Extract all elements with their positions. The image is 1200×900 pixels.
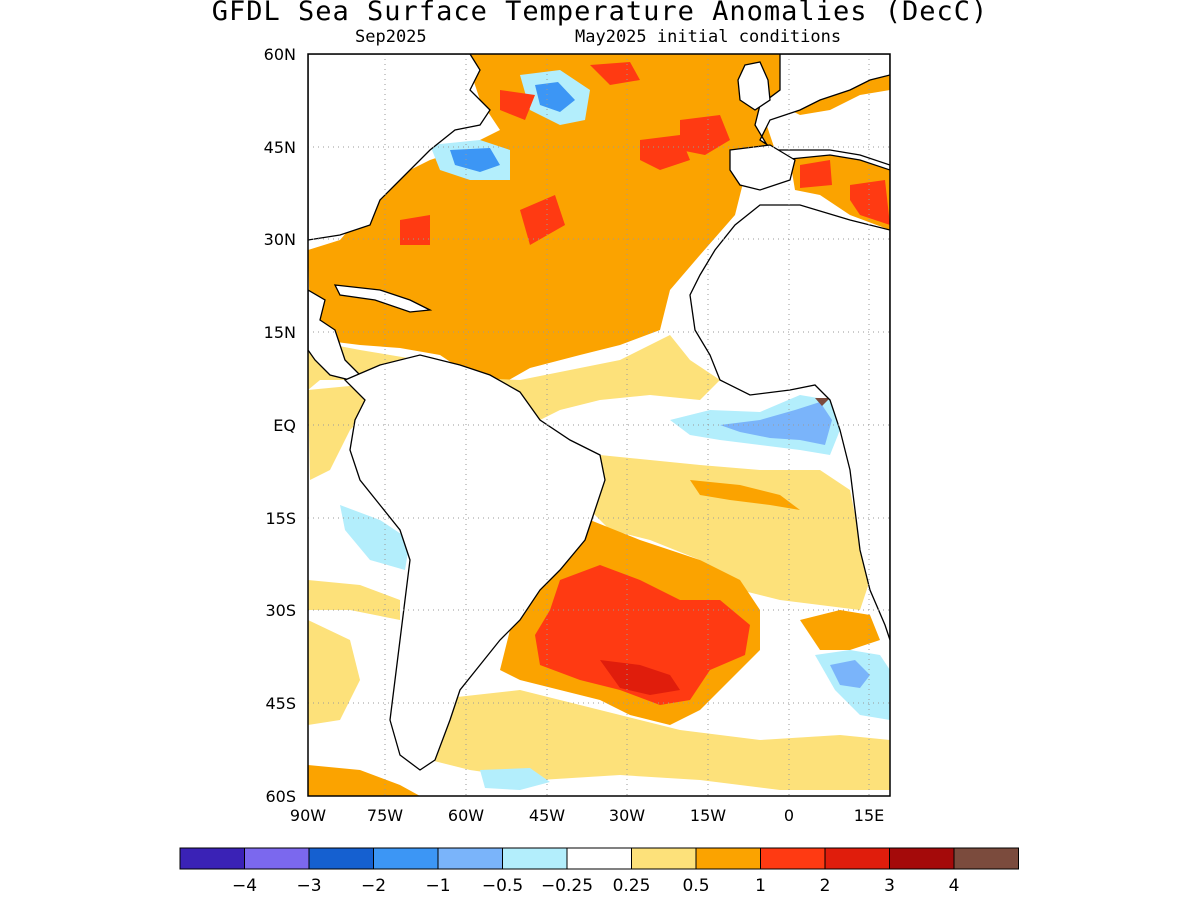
lat-axis: 60N 45N 30N 15N EQ 15S 30S 45S 60S	[264, 45, 296, 806]
africa-land	[689, 204, 890, 641]
gulf-of-maine-cold-core	[450, 148, 500, 172]
med-hot-1	[800, 160, 832, 188]
colorbar-label: −4	[232, 876, 257, 896]
colorbar-label: 0.5	[682, 876, 709, 896]
lat-tick-label: 15S	[265, 509, 296, 528]
med-hot-2	[850, 180, 890, 225]
colorbar-label: −0.5	[482, 876, 523, 896]
lon-tick-label: 30W	[609, 806, 645, 825]
colorbar-swatch	[308, 847, 374, 870]
iberia-land	[729, 144, 796, 191]
colorbar-label: −0.25	[541, 876, 593, 896]
southern-orange-band	[308, 765, 420, 796]
n-atlantic-hot-4	[400, 215, 430, 245]
colorbar-label: 0.25	[613, 876, 651, 896]
lat-tick-label: 30S	[265, 601, 296, 620]
lon-tick-label: 60W	[448, 806, 484, 825]
plot-frame	[307, 53, 891, 797]
british-isles-land	[737, 61, 771, 111]
colorbar: −4 −3 −2 −1 −0.5 −0.25 0.25 0.5 1 2 3 4	[179, 847, 1019, 896]
sw-atlantic-pale	[308, 580, 400, 620]
colorbar-swatch	[502, 847, 568, 870]
lon-tick-label: 15W	[690, 806, 726, 825]
lat-tick-label: 45N	[264, 138, 296, 157]
southern-cool-patch	[480, 768, 550, 790]
lon-tick-label: 75W	[367, 806, 403, 825]
lat-tick-label: 15N	[264, 323, 296, 342]
south-america-land	[343, 354, 606, 771]
colorbar-swatch	[373, 847, 439, 870]
labrador-cold-core	[535, 82, 575, 112]
equatorial-cold-core	[720, 402, 832, 445]
west-coast-pale	[308, 385, 370, 480]
se-atlantic-orange	[800, 610, 880, 650]
lat-tick-label: 60N	[264, 45, 296, 64]
southern-pale	[430, 690, 890, 790]
s-atlantic-hot-core	[535, 565, 750, 705]
colorbar-label: −2	[361, 876, 386, 896]
initial-conditions: May2025 initial conditions	[575, 27, 842, 47]
lat-tick-label: EQ	[273, 416, 296, 435]
colorbar-label: −3	[296, 876, 321, 896]
benguela-cold-core	[830, 660, 870, 688]
colorbar-swatch	[631, 847, 697, 870]
colorbar-label: 4	[949, 876, 960, 896]
colorbar-swatch	[889, 847, 955, 870]
colorbar-label: −1	[425, 876, 450, 896]
colorbar-swatch	[244, 847, 310, 870]
colorbar-swatch	[695, 847, 761, 870]
n-atlantic-hot-6	[500, 90, 535, 120]
forecast-month: Sep2025	[355, 27, 427, 47]
lon-tick-label: 15E	[854, 806, 884, 825]
n-atlantic-hot-2	[640, 135, 690, 170]
lon-tick-label: 0	[784, 806, 794, 825]
n-atlantic-hot-5	[520, 195, 565, 245]
colorbar-swatch	[179, 847, 245, 870]
lon-tick-label: 90W	[290, 806, 326, 825]
s-atlantic-hottest-core	[600, 660, 680, 695]
s-atlantic-pale	[590, 455, 870, 610]
cuba-land	[333, 284, 433, 313]
gog-warm-dot	[815, 398, 830, 406]
colorbar-label: 1	[755, 876, 766, 896]
colorbar-label: 2	[820, 876, 831, 896]
anomaly-field	[308, 54, 890, 796]
lat-tick-label: 60S	[265, 787, 296, 806]
lat-tick-label: 30N	[264, 230, 296, 249]
lon-tick-label: 45W	[529, 806, 565, 825]
colorbar-swatch	[953, 847, 1019, 870]
colorbar-swatch	[437, 847, 503, 870]
colorbar-label: 3	[884, 876, 895, 896]
land-masses	[308, 54, 890, 771]
map-title: GFDL Sea Surface Temperature Anomalies (…	[211, 0, 989, 27]
graticule	[308, 54, 890, 796]
n-atlantic-hot-3	[680, 115, 730, 155]
lat-tick-label: 45S	[265, 694, 296, 713]
colorbar-swatch	[760, 847, 826, 870]
lon-axis: 90W 75W 60W 45W 30W 15W 0 15E	[290, 806, 884, 825]
colorbar-swatch	[566, 847, 632, 870]
s-atlantic-orange-streak	[690, 480, 800, 510]
se-pacific-pale	[308, 620, 360, 725]
colorbar-swatch	[824, 847, 890, 870]
se-pacific-cool	[340, 505, 410, 570]
